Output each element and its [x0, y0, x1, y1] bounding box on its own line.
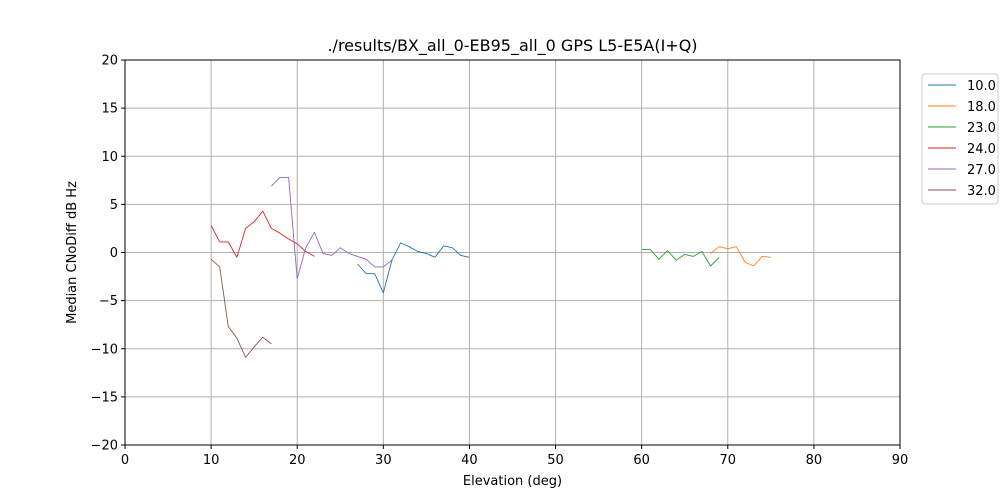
- y-tick-label: −5: [99, 294, 118, 309]
- y-tick-label: 5: [110, 198, 118, 213]
- series-line-24.0: [210, 210, 315, 258]
- y-tick-label: 20: [101, 54, 118, 69]
- legend: 10.0 18.0 23.0 24.0 27.0 32.0: [921, 73, 999, 205]
- axis-ticks: 0 10 20 30 40 50 60 70 80 90 −20 −15 −10 −5 0 5 10 15 20: [91, 54, 909, 469]
- x-tick-label: 50: [547, 453, 564, 468]
- x-tick-label: 10: [203, 453, 220, 468]
- y-tick-label: 15: [101, 102, 118, 117]
- x-tick-label: 70: [720, 453, 737, 468]
- y-tick-label: −10: [91, 342, 118, 357]
- legend-label: 18.0: [967, 100, 996, 115]
- y-tick-label: −15: [91, 390, 118, 405]
- legend-label: 10.0: [967, 79, 996, 94]
- x-axis-label: Elevation (deg): [463, 474, 562, 489]
- legend-label: 24.0: [967, 142, 996, 157]
- y-tick-label: 10: [101, 150, 118, 165]
- chart-title: ./results/BX_all_0-EB95_all_0 GPS L5-E5A…: [327, 36, 697, 56]
- x-tick-label: 60: [633, 453, 650, 468]
- x-tick-label: 40: [461, 453, 478, 468]
- x-tick-label: 90: [892, 453, 909, 468]
- y-tick-label: 0: [110, 246, 118, 261]
- y-tick-label: −20: [91, 439, 118, 454]
- series-line-32.0: [210, 258, 272, 358]
- legend-label: 32.0: [967, 184, 996, 199]
- series-line-10.0: [357, 242, 470, 294]
- x-tick-label: 0: [121, 453, 129, 468]
- x-tick-label: 30: [375, 453, 392, 468]
- series-line-27.0: [271, 176, 393, 279]
- y-axis-label: Median CNoDiff dB Hz: [65, 181, 80, 324]
- series-line-18.0: [710, 246, 771, 267]
- grid: [124, 59, 901, 446]
- legend-label: 27.0: [967, 163, 996, 178]
- x-tick-label: 80: [806, 453, 823, 468]
- series-line-23.0: [641, 249, 720, 267]
- x-tick-label: 20: [289, 453, 306, 468]
- legend-label: 23.0: [967, 121, 996, 136]
- series-lines: [210, 176, 771, 358]
